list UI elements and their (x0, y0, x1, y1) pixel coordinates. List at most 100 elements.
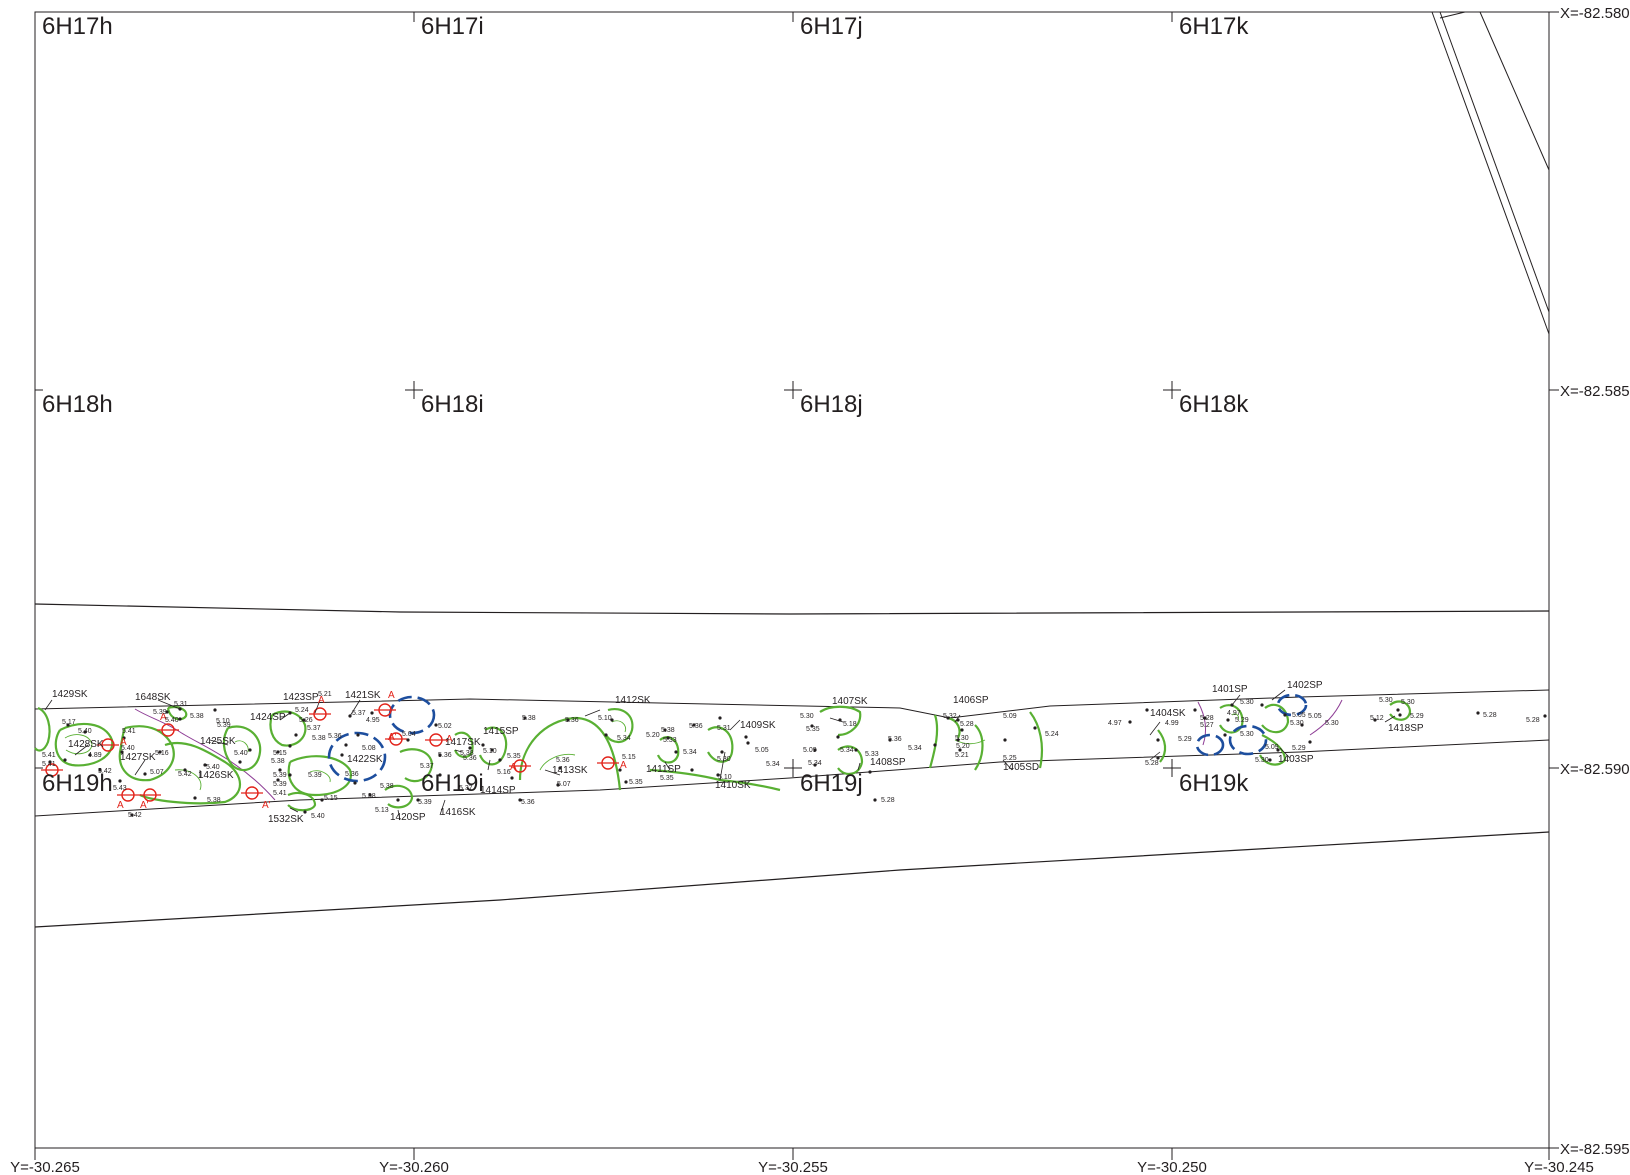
excavation-edge-bottom (34, 739, 1550, 817)
elevation-label: 5.28 (1483, 712, 1497, 719)
elevation-label: 5.07 (557, 781, 571, 788)
elevation-point (868, 770, 872, 774)
elevation-point (438, 773, 442, 777)
elevation-point (518, 798, 522, 802)
contour-line (974, 724, 984, 771)
elevation-label: 5.34 (617, 735, 631, 742)
elevation-point (434, 723, 438, 727)
elevation-label: 5.32 (943, 713, 957, 720)
elevation-label: 5.39 (153, 709, 167, 716)
map-linework (34, 11, 1559, 1160)
leader-line (454, 749, 463, 753)
contour-line (518, 716, 622, 791)
elevation-point (303, 810, 307, 814)
section-mark-label: A (388, 690, 395, 701)
leader-line (1149, 721, 1161, 736)
elevation-point (48, 760, 52, 764)
feature-label: 1422SK (347, 754, 383, 765)
elevation-label: 5.30 (1290, 720, 1304, 727)
section-mark-label: A (120, 737, 127, 748)
elevation-label: 5.40 (311, 813, 325, 820)
elevation-label: 5.30 (1379, 697, 1393, 704)
elevation-label: 5.41 (42, 752, 56, 759)
elevation-point (558, 766, 562, 770)
elevation-label: 5.38 (207, 797, 221, 804)
elevation-label: 5.08 (362, 745, 376, 752)
elevation-label: 5.17 (62, 719, 76, 726)
elevation-label: 5.15 (324, 795, 338, 802)
grid-cell-label: 6H19i (421, 770, 484, 797)
elevation-point (810, 724, 814, 728)
contour-line (287, 791, 317, 812)
elevation-point (416, 798, 420, 802)
elevation-point (288, 744, 292, 748)
elevation-label: 5.36 (888, 736, 902, 743)
feature-boundary-line (1197, 701, 1206, 746)
elevation-label: 5.30 (1401, 699, 1415, 706)
elevation-label: 5.42 (98, 768, 112, 775)
elevation-point (666, 736, 670, 740)
leader-line (1149, 751, 1161, 761)
elevation-label: 5.34 (840, 747, 854, 754)
leader-line (44, 699, 53, 711)
elevation-point (566, 718, 570, 722)
elevation-label: 5.36 (345, 771, 359, 778)
road-edge-line (1479, 11, 1550, 171)
feature-label: 1429SK (52, 689, 88, 700)
elevation-label: 5.16 (497, 769, 511, 776)
elevation-label: 5.09 (1003, 713, 1017, 720)
contour-line-minor (611, 720, 627, 733)
grid-cell-label: 6H17j (800, 13, 863, 40)
elevation-label: 5.04 (402, 731, 416, 738)
elevation-point (178, 717, 182, 721)
contour-line (928, 714, 939, 769)
elevation-point (1476, 711, 1480, 715)
elevation-label: 5.41 (122, 728, 136, 735)
elevation-point (813, 763, 817, 767)
grid-cell-label: 6H17i (421, 13, 484, 40)
elevation-point (1308, 740, 1312, 744)
contour-line (1157, 729, 1167, 763)
pit-outline (1228, 724, 1268, 756)
elevation-point (690, 768, 694, 772)
elevation-point (956, 738, 960, 742)
elevation-point (1226, 718, 1230, 722)
elevation-label: 5.30 (800, 713, 814, 720)
feature-label: 1532SK (268, 814, 304, 825)
elevation-point (98, 768, 102, 772)
y-coordinate-label: Y=-30.255 (758, 1159, 828, 1175)
feature-boundary-line (134, 708, 276, 801)
contour-line (605, 707, 634, 743)
elevation-label: 5.35 (806, 726, 820, 733)
elevation-label: 5.02 (438, 723, 452, 730)
elevation-label: 5.41 (42, 761, 56, 768)
leader-line (487, 759, 491, 771)
elevation-point (624, 780, 628, 784)
elevation-point (1260, 703, 1264, 707)
elevation-point (63, 758, 67, 762)
pit-outlines (327, 693, 1308, 783)
elevation-label: 5.24 (1045, 731, 1059, 738)
elevation-label: 5.26 (299, 717, 313, 724)
feature-label: 1406SP (953, 695, 989, 706)
elevation-label: 5.34 (908, 745, 922, 752)
elevation-point (238, 760, 242, 764)
leader-line (584, 709, 601, 717)
elevation-label: 5.42 (178, 771, 192, 778)
elevation-label: 5.29 (1235, 717, 1249, 724)
elevation-label: 5.39 (273, 772, 287, 779)
elevation-label: 5.38 (460, 750, 474, 757)
feature-label: 1423SP (283, 692, 319, 703)
feature-label: 1428SK (68, 739, 104, 750)
elevation-label: 5.24 (295, 707, 309, 714)
elevation-label: 5.36 (328, 733, 342, 740)
pit-outline (388, 695, 436, 735)
elevation-point (618, 768, 622, 772)
elevation-point (933, 743, 937, 747)
elevation-label: 5.15 (622, 754, 636, 761)
elevation-point (130, 813, 134, 817)
leader-line (1279, 747, 1291, 759)
section-mark-label: A' (388, 732, 397, 743)
elevation-label: 4.95 (366, 717, 380, 724)
road-edge-line (1439, 11, 1550, 313)
